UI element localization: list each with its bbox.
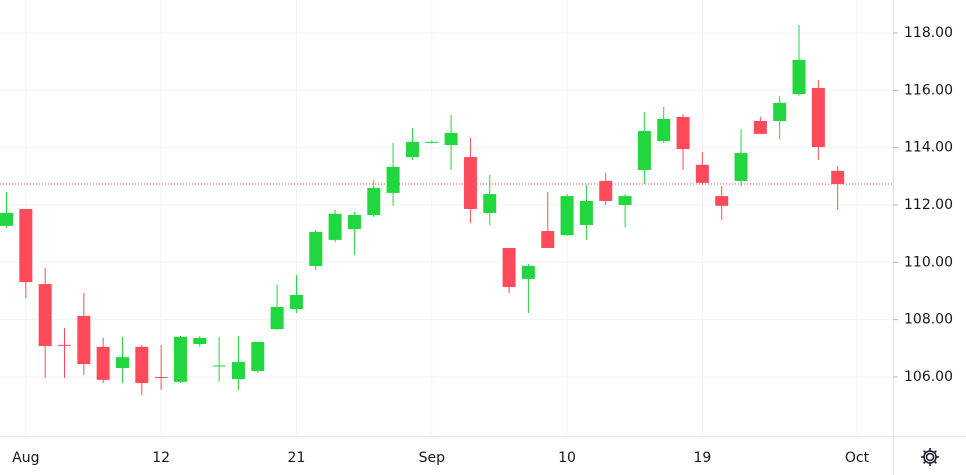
candle-body xyxy=(579,200,593,226)
candle-body xyxy=(115,357,129,369)
candle-body xyxy=(541,231,555,248)
candle-body xyxy=(599,180,613,201)
candle-body xyxy=(251,341,265,371)
candle-body xyxy=(154,376,168,378)
candle-body xyxy=(328,213,342,240)
candle-body xyxy=(695,164,709,183)
candle-body xyxy=(811,88,825,148)
y-tick-label: 110.00 xyxy=(904,254,953,270)
candle-body xyxy=(463,157,477,209)
candle-body xyxy=(231,362,245,379)
y-tick-label: 118.00 xyxy=(904,25,953,41)
y-tick-label: 114.00 xyxy=(904,140,953,156)
y-tick-label: 116.00 xyxy=(904,82,953,98)
x-tick-label: Oct xyxy=(845,450,870,466)
grid xyxy=(0,0,893,436)
candle-body xyxy=(521,266,535,279)
candle-body xyxy=(309,231,323,267)
candle-body xyxy=(270,307,284,330)
candle-body xyxy=(77,315,91,365)
candle-body xyxy=(425,141,439,143)
candle-body xyxy=(96,346,110,380)
candle-body xyxy=(734,153,748,181)
candle-body xyxy=(367,188,381,215)
x-tick-label: 12 xyxy=(152,450,170,466)
y-tick-label: 108.00 xyxy=(904,312,953,328)
candle-body xyxy=(444,133,458,146)
x-tick-label: 21 xyxy=(288,450,306,466)
candle-body xyxy=(38,284,52,347)
candle-body xyxy=(483,194,497,213)
candle-body xyxy=(386,166,400,193)
x-tick-label: Sep xyxy=(419,450,446,466)
settings-icon[interactable] xyxy=(921,448,939,466)
x-tick-label: 10 xyxy=(558,450,576,466)
candle-body xyxy=(773,102,787,121)
candle-body xyxy=(637,131,651,170)
x-tick-label: 19 xyxy=(693,450,711,466)
y-tick-label: 106.00 xyxy=(904,369,953,385)
candle-body xyxy=(676,116,690,150)
candle-body xyxy=(560,196,574,236)
candle-body xyxy=(193,337,207,344)
candle-body xyxy=(502,247,516,287)
candle-body xyxy=(212,365,226,367)
candle-body xyxy=(347,214,361,230)
candle-body xyxy=(618,196,632,205)
candle-body xyxy=(657,118,671,142)
candle-body xyxy=(57,344,71,346)
candle-body xyxy=(0,212,13,226)
candles xyxy=(0,24,845,396)
candle-body xyxy=(831,170,845,185)
candle-body xyxy=(19,208,33,283)
candle-body xyxy=(753,120,767,134)
x-tick-label: Aug xyxy=(12,450,39,466)
y-tick-label: 112.00 xyxy=(904,197,953,213)
candle-body xyxy=(289,294,303,310)
candle-body xyxy=(715,196,729,206)
candle-body xyxy=(135,346,149,383)
candle-body xyxy=(173,336,187,382)
candle-body xyxy=(792,59,806,95)
candle-body xyxy=(405,141,419,158)
